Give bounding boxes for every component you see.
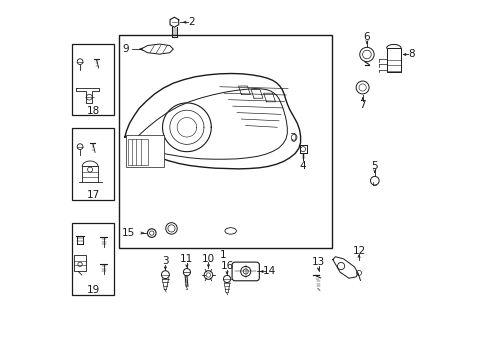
Bar: [387, 48, 401, 72]
Bar: [72, 223, 115, 295]
Bar: [119, 35, 332, 248]
Bar: [72, 128, 115, 200]
Text: 13: 13: [312, 257, 325, 267]
Text: 4: 4: [300, 161, 306, 171]
Text: 9: 9: [122, 44, 129, 54]
Text: 7: 7: [359, 100, 366, 110]
Text: 17: 17: [87, 190, 100, 201]
Text: 8: 8: [409, 49, 415, 59]
Ellipse shape: [225, 228, 236, 234]
Text: 5: 5: [371, 161, 378, 171]
Text: 1: 1: [220, 249, 227, 260]
Bar: [126, 135, 164, 167]
Text: 19: 19: [87, 285, 100, 296]
FancyBboxPatch shape: [232, 262, 259, 281]
Text: 10: 10: [202, 254, 215, 264]
Text: 3: 3: [162, 256, 169, 266]
Text: 15: 15: [122, 228, 135, 238]
Bar: [74, 255, 87, 271]
Text: 14: 14: [263, 266, 276, 276]
Text: 18: 18: [87, 106, 100, 116]
Text: 16: 16: [220, 261, 234, 271]
Bar: [128, 139, 148, 165]
Text: 12: 12: [352, 246, 366, 256]
Text: 11: 11: [180, 253, 194, 264]
Bar: [82, 166, 98, 182]
Text: 2: 2: [188, 17, 195, 27]
Text: 6: 6: [364, 32, 370, 42]
Bar: [72, 44, 115, 116]
